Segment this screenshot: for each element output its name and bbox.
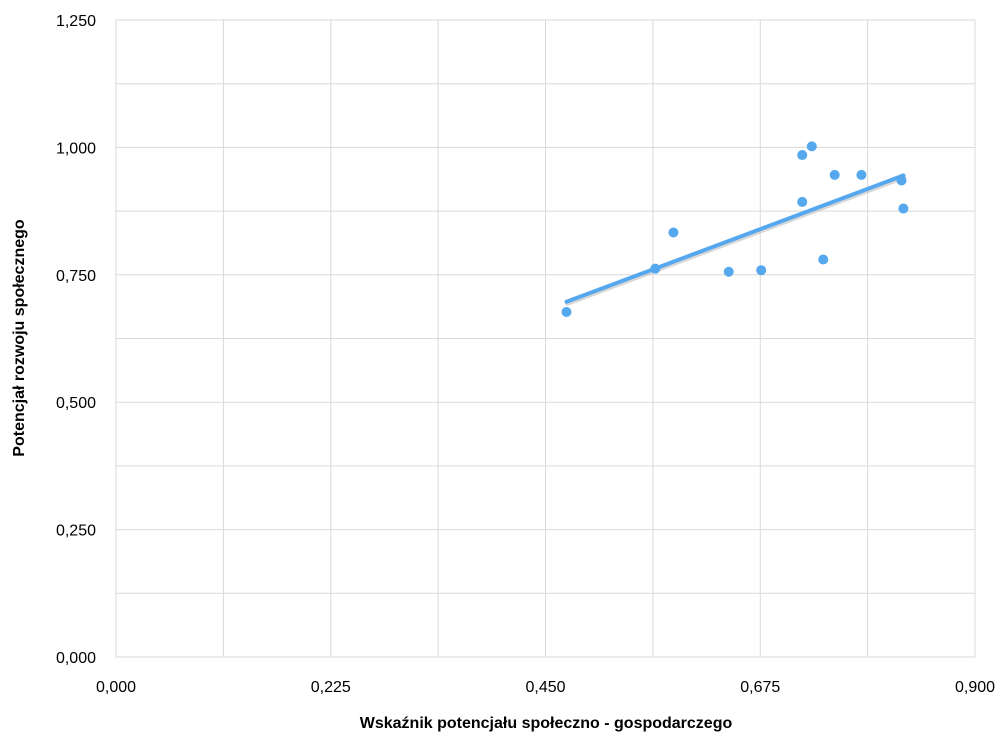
y-tick-label: 0,750 bbox=[56, 268, 96, 285]
x-tick-label: 0,675 bbox=[740, 679, 780, 696]
y-axis-title: Potencjał rozwoju społecznego bbox=[11, 219, 28, 457]
y-tick-label: 0,250 bbox=[56, 523, 96, 540]
data-point bbox=[818, 254, 829, 265]
y-tick-label: 0,000 bbox=[56, 650, 96, 667]
data-point bbox=[806, 141, 817, 152]
data-point bbox=[756, 265, 767, 276]
data-point bbox=[856, 169, 867, 180]
data-points bbox=[561, 141, 909, 318]
y-axis-tick-labels: 0,000 0,250 0,500 0,750 1,000 1,250 bbox=[56, 13, 96, 667]
x-tick-label: 0,225 bbox=[311, 679, 351, 696]
gridlines bbox=[115, 19, 976, 658]
data-point bbox=[650, 263, 661, 274]
trendline bbox=[564, 173, 906, 304]
data-point bbox=[723, 266, 734, 277]
x-axis-tick-labels: 0,000 0,225 0,450 0,675 0,900 bbox=[96, 679, 995, 696]
y-tick-label: 1,250 bbox=[56, 13, 96, 30]
data-point bbox=[797, 196, 808, 207]
data-point bbox=[561, 307, 572, 318]
data-point bbox=[797, 150, 808, 161]
x-tick-label: 0,900 bbox=[955, 679, 995, 696]
x-tick-label: 0,450 bbox=[525, 679, 565, 696]
data-point bbox=[896, 175, 907, 186]
x-axis-title: Wskaźnik potencjału społeczno - gospodar… bbox=[360, 715, 733, 732]
x-tick-label: 0,000 bbox=[96, 679, 136, 696]
data-point bbox=[829, 169, 840, 180]
trendline-layer bbox=[564, 173, 907, 306]
trendline-shadow bbox=[565, 175, 907, 306]
y-tick-label: 0,500 bbox=[56, 395, 96, 412]
data-point bbox=[668, 227, 679, 238]
data-point bbox=[898, 203, 909, 214]
y-tick-label: 1,000 bbox=[56, 140, 96, 157]
